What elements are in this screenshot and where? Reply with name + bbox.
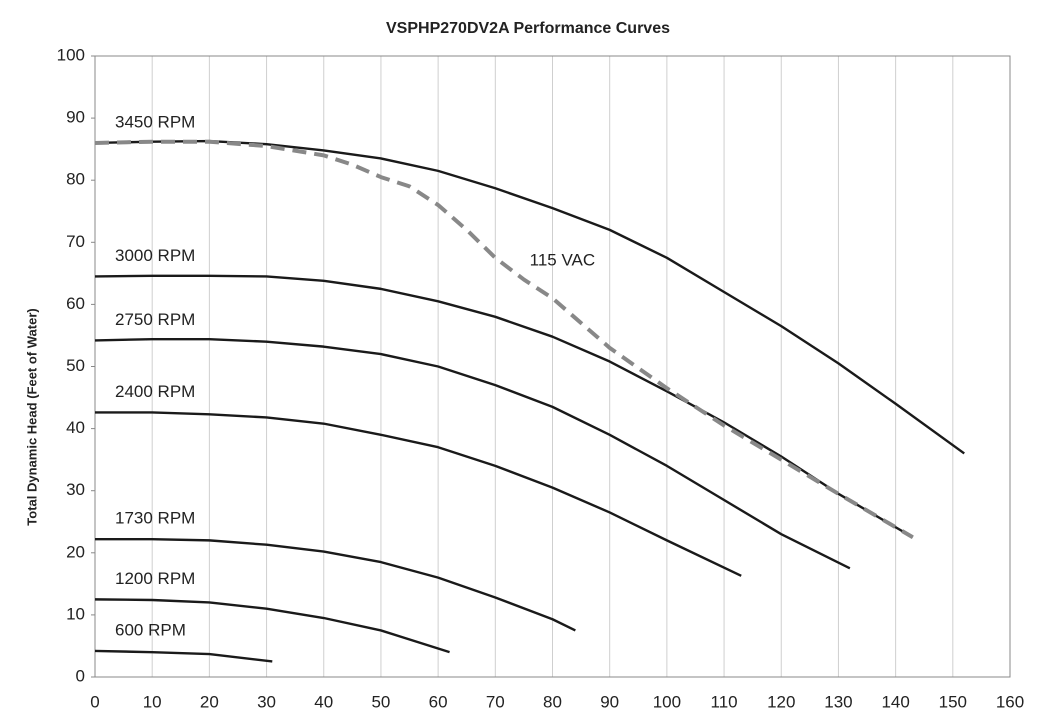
- x-tick-label: 40: [314, 692, 333, 711]
- x-tick-label: 50: [371, 692, 390, 711]
- plot-frame: [94, 55, 1011, 678]
- series-label: 1200 RPM: [115, 569, 195, 588]
- x-tick-label: 90: [600, 692, 619, 711]
- y-tick-label: 30: [66, 480, 85, 499]
- series-line: [95, 411, 742, 577]
- series-label: 2750 RPM: [115, 310, 195, 329]
- y-tick-label: 90: [66, 108, 85, 127]
- x-tick-label: 140: [881, 692, 909, 711]
- series-line: [94, 274, 914, 539]
- y-tick-label: 100: [57, 45, 85, 64]
- series-line: [94, 337, 851, 570]
- series-label: 3000 RPM: [115, 246, 195, 265]
- y-axis-label: Total Dynamic Head (Feet of Water): [24, 308, 39, 525]
- series-line: [94, 598, 450, 654]
- x-tick-label: 80: [543, 692, 562, 711]
- x-tick-label: 160: [996, 692, 1024, 711]
- x-tick-label: 60: [429, 692, 448, 711]
- series-line: [94, 139, 914, 540]
- series-line: [95, 537, 576, 632]
- x-tick-label: 120: [767, 692, 795, 711]
- y-tick-label: 20: [66, 542, 85, 561]
- y-tick-label: 0: [76, 666, 85, 685]
- series-line: [94, 649, 273, 663]
- y-tick-label: 70: [66, 232, 85, 251]
- x-tick-label: 100: [653, 692, 681, 711]
- y-tick-label: 50: [66, 356, 85, 375]
- x-tick-label: 110: [711, 692, 738, 711]
- x-tick-label: 20: [200, 692, 219, 711]
- chart-title: VSPHP270DV2A Performance Curves: [386, 20, 670, 37]
- series-label: 2400 RPM: [115, 382, 195, 401]
- x-tick-label: 0: [90, 692, 99, 711]
- y-tick-label: 60: [66, 294, 85, 313]
- x-tick-label: 10: [143, 692, 162, 711]
- y-tick-label: 80: [66, 170, 85, 189]
- x-tick-label: 70: [486, 692, 505, 711]
- y-tick-label: 40: [66, 418, 85, 437]
- x-tick-label: 130: [824, 692, 852, 711]
- series-label: 1730 RPM: [115, 509, 195, 528]
- x-tick-label: 150: [939, 692, 967, 711]
- series-label: 3450 RPM: [115, 112, 195, 131]
- series-label: 115 VAC: [530, 250, 596, 269]
- series-line: [94, 139, 965, 455]
- x-tick-label: 30: [257, 692, 276, 711]
- y-tick-label: 10: [66, 604, 85, 623]
- series-label: 600 RPM: [115, 620, 186, 639]
